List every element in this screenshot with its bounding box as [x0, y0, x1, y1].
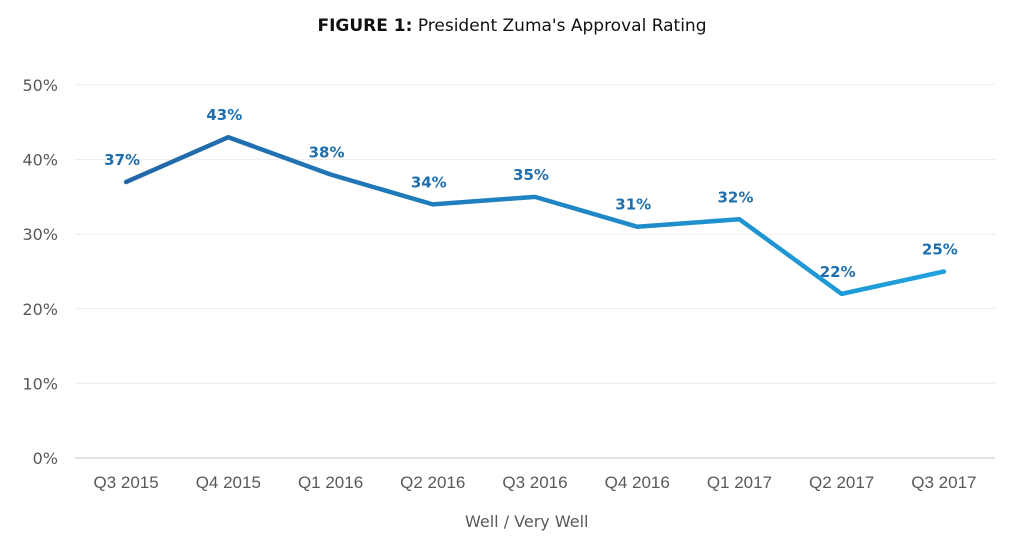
x-tick-label: Q3 2015 — [93, 473, 158, 492]
series-well-very-well — [123, 134, 947, 297]
y-tick-label: 40% — [22, 151, 58, 170]
x-tick-label: Q2 2016 — [400, 473, 465, 492]
data-label: 25% — [922, 241, 958, 259]
x-tick-label: Q4 2015 — [196, 473, 261, 492]
series-line — [123, 134, 947, 297]
data-labels: 37% 43% 38% 34% 35% 31% 32% 22% 25% — [104, 106, 958, 281]
y-tick-label: 30% — [22, 225, 58, 244]
x-tick-label: Q3 2017 — [911, 473, 976, 492]
data-label: 43% — [206, 106, 242, 124]
data-label: 31% — [615, 196, 651, 214]
data-label: 38% — [309, 144, 345, 162]
y-tick-label: 20% — [22, 300, 58, 319]
x-tick-label: Q2 2017 — [809, 473, 874, 492]
data-label: 37% — [104, 151, 140, 169]
gridlines — [75, 84, 995, 459]
data-label: 35% — [513, 166, 549, 184]
chart-title: FIGURE 1: President Zuma's Approval Rati… — [0, 16, 1024, 36]
legend-label: Well / Very Well — [465, 512, 588, 531]
y-tick-label: 50% — [22, 76, 58, 95]
data-label: 22% — [820, 263, 856, 281]
x-tick-label: Q4 2016 — [605, 473, 670, 492]
x-tick-label: Q1 2016 — [298, 473, 363, 492]
y-tick-label: 0% — [33, 449, 58, 468]
x-tick-label: Q1 2017 — [707, 473, 772, 492]
y-tick-label: 10% — [22, 374, 58, 393]
y-axis: 0% 10% 20% 30% 40% 50% — [22, 76, 58, 468]
data-label: 32% — [717, 188, 753, 206]
data-label: 34% — [411, 173, 447, 191]
chart-title-figure: FIGURE 1: — [317, 16, 413, 36]
x-tick-label: Q3 2016 — [502, 473, 567, 492]
chart-title-text: President Zuma's Approval Rating — [412, 16, 707, 36]
x-axis: Q3 2015 Q4 2015 Q1 2016 Q2 2016 Q3 2016 Q4 20… — [93, 473, 976, 492]
legend: Well / Very Well — [419, 512, 588, 531]
